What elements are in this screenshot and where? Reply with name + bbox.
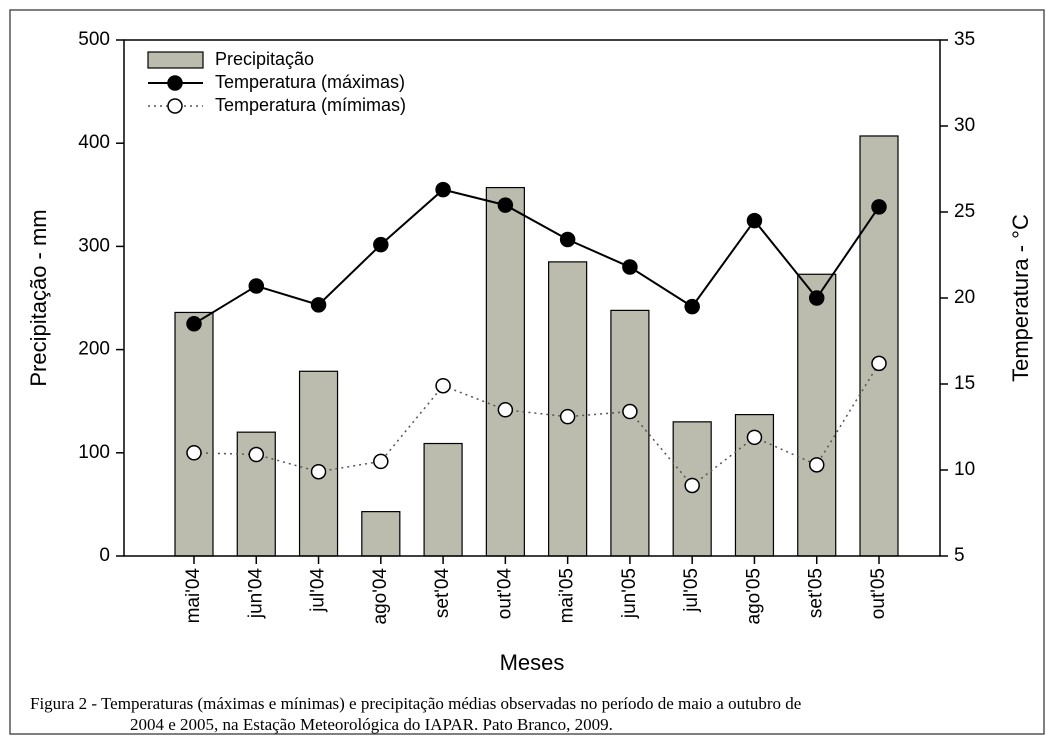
bar xyxy=(361,511,401,557)
bar xyxy=(298,370,339,557)
marker xyxy=(559,408,576,425)
y-tick-label: 500 xyxy=(78,29,110,50)
y-axis-title: Precipitação - mm xyxy=(26,209,51,386)
marker xyxy=(622,403,638,420)
x-tick-label: out'05 xyxy=(868,568,889,619)
x-tick-label: mai'05 xyxy=(557,568,578,623)
marker xyxy=(373,453,389,470)
bar xyxy=(859,135,899,557)
x-tick-label: jul'05 xyxy=(681,568,702,613)
legend-swatch xyxy=(147,51,204,69)
marker xyxy=(684,298,700,315)
marker xyxy=(746,212,763,229)
marker xyxy=(310,297,327,313)
y2-tick-label: 10 xyxy=(954,459,975,480)
y-tick-label: 100 xyxy=(78,442,110,463)
marker xyxy=(746,429,763,446)
caption-line: Figura 2 - Temperaturas (máximas e mínim… xyxy=(30,694,801,713)
y2-tick-label: 5 xyxy=(954,545,965,566)
bar xyxy=(610,309,650,557)
y2-axis-title: Temperatura - °C xyxy=(1008,214,1033,382)
x-tick-label: jun'04 xyxy=(245,568,266,620)
y2-tick-label: 15 xyxy=(954,373,975,394)
y2-tick-label: 25 xyxy=(954,201,975,222)
y2-tick-label: 20 xyxy=(954,287,975,308)
marker xyxy=(186,445,202,461)
legend-marker xyxy=(167,75,183,91)
bar xyxy=(797,273,837,557)
x-tick-label: ago'04 xyxy=(370,568,391,625)
x-tick-label: jul'04 xyxy=(308,568,329,613)
legend-label: Precipitação xyxy=(215,49,314,69)
x-axis-title: Meses xyxy=(500,650,565,675)
marker xyxy=(186,316,202,332)
marker xyxy=(622,259,638,275)
marker xyxy=(435,377,451,394)
marker xyxy=(310,463,327,480)
x-tick-label: mai'04 xyxy=(183,568,204,624)
marker xyxy=(248,278,265,294)
legend-label: Temperatura (mímimas) xyxy=(215,95,406,115)
x-tick-label: out'04 xyxy=(494,568,515,620)
bar xyxy=(485,186,525,557)
marker xyxy=(871,199,887,215)
marker xyxy=(373,236,389,253)
y-tick-label: 400 xyxy=(78,132,110,153)
y-tick-label: 200 xyxy=(78,339,110,360)
line xyxy=(193,362,880,487)
figure-border xyxy=(9,9,1045,735)
caption-line: 2004 e 2005, na Estação Meteorológica do… xyxy=(130,715,613,734)
marker xyxy=(808,290,825,306)
legend-label: Temperatura (máximas) xyxy=(215,72,405,92)
marker xyxy=(684,477,700,494)
x-tick-label: jun'05 xyxy=(619,568,640,619)
y-tick-label: 0 xyxy=(99,545,110,566)
marker xyxy=(871,355,887,372)
y2-tick-label: 35 xyxy=(954,29,975,50)
marker xyxy=(497,402,514,418)
marker xyxy=(497,197,514,213)
x-tick-label: set'05 xyxy=(806,568,827,618)
marker xyxy=(559,231,576,248)
marker xyxy=(435,181,451,198)
x-tick-label: set'04 xyxy=(432,568,453,619)
legend-marker xyxy=(167,98,183,114)
bar xyxy=(174,311,214,557)
x-tick-label: ago'05 xyxy=(743,568,764,624)
y-tick-label: 300 xyxy=(78,235,110,256)
y2-tick-label: 30 xyxy=(954,115,975,136)
bar xyxy=(423,442,463,557)
marker xyxy=(248,446,265,463)
marker xyxy=(808,457,825,473)
line xyxy=(193,188,880,325)
